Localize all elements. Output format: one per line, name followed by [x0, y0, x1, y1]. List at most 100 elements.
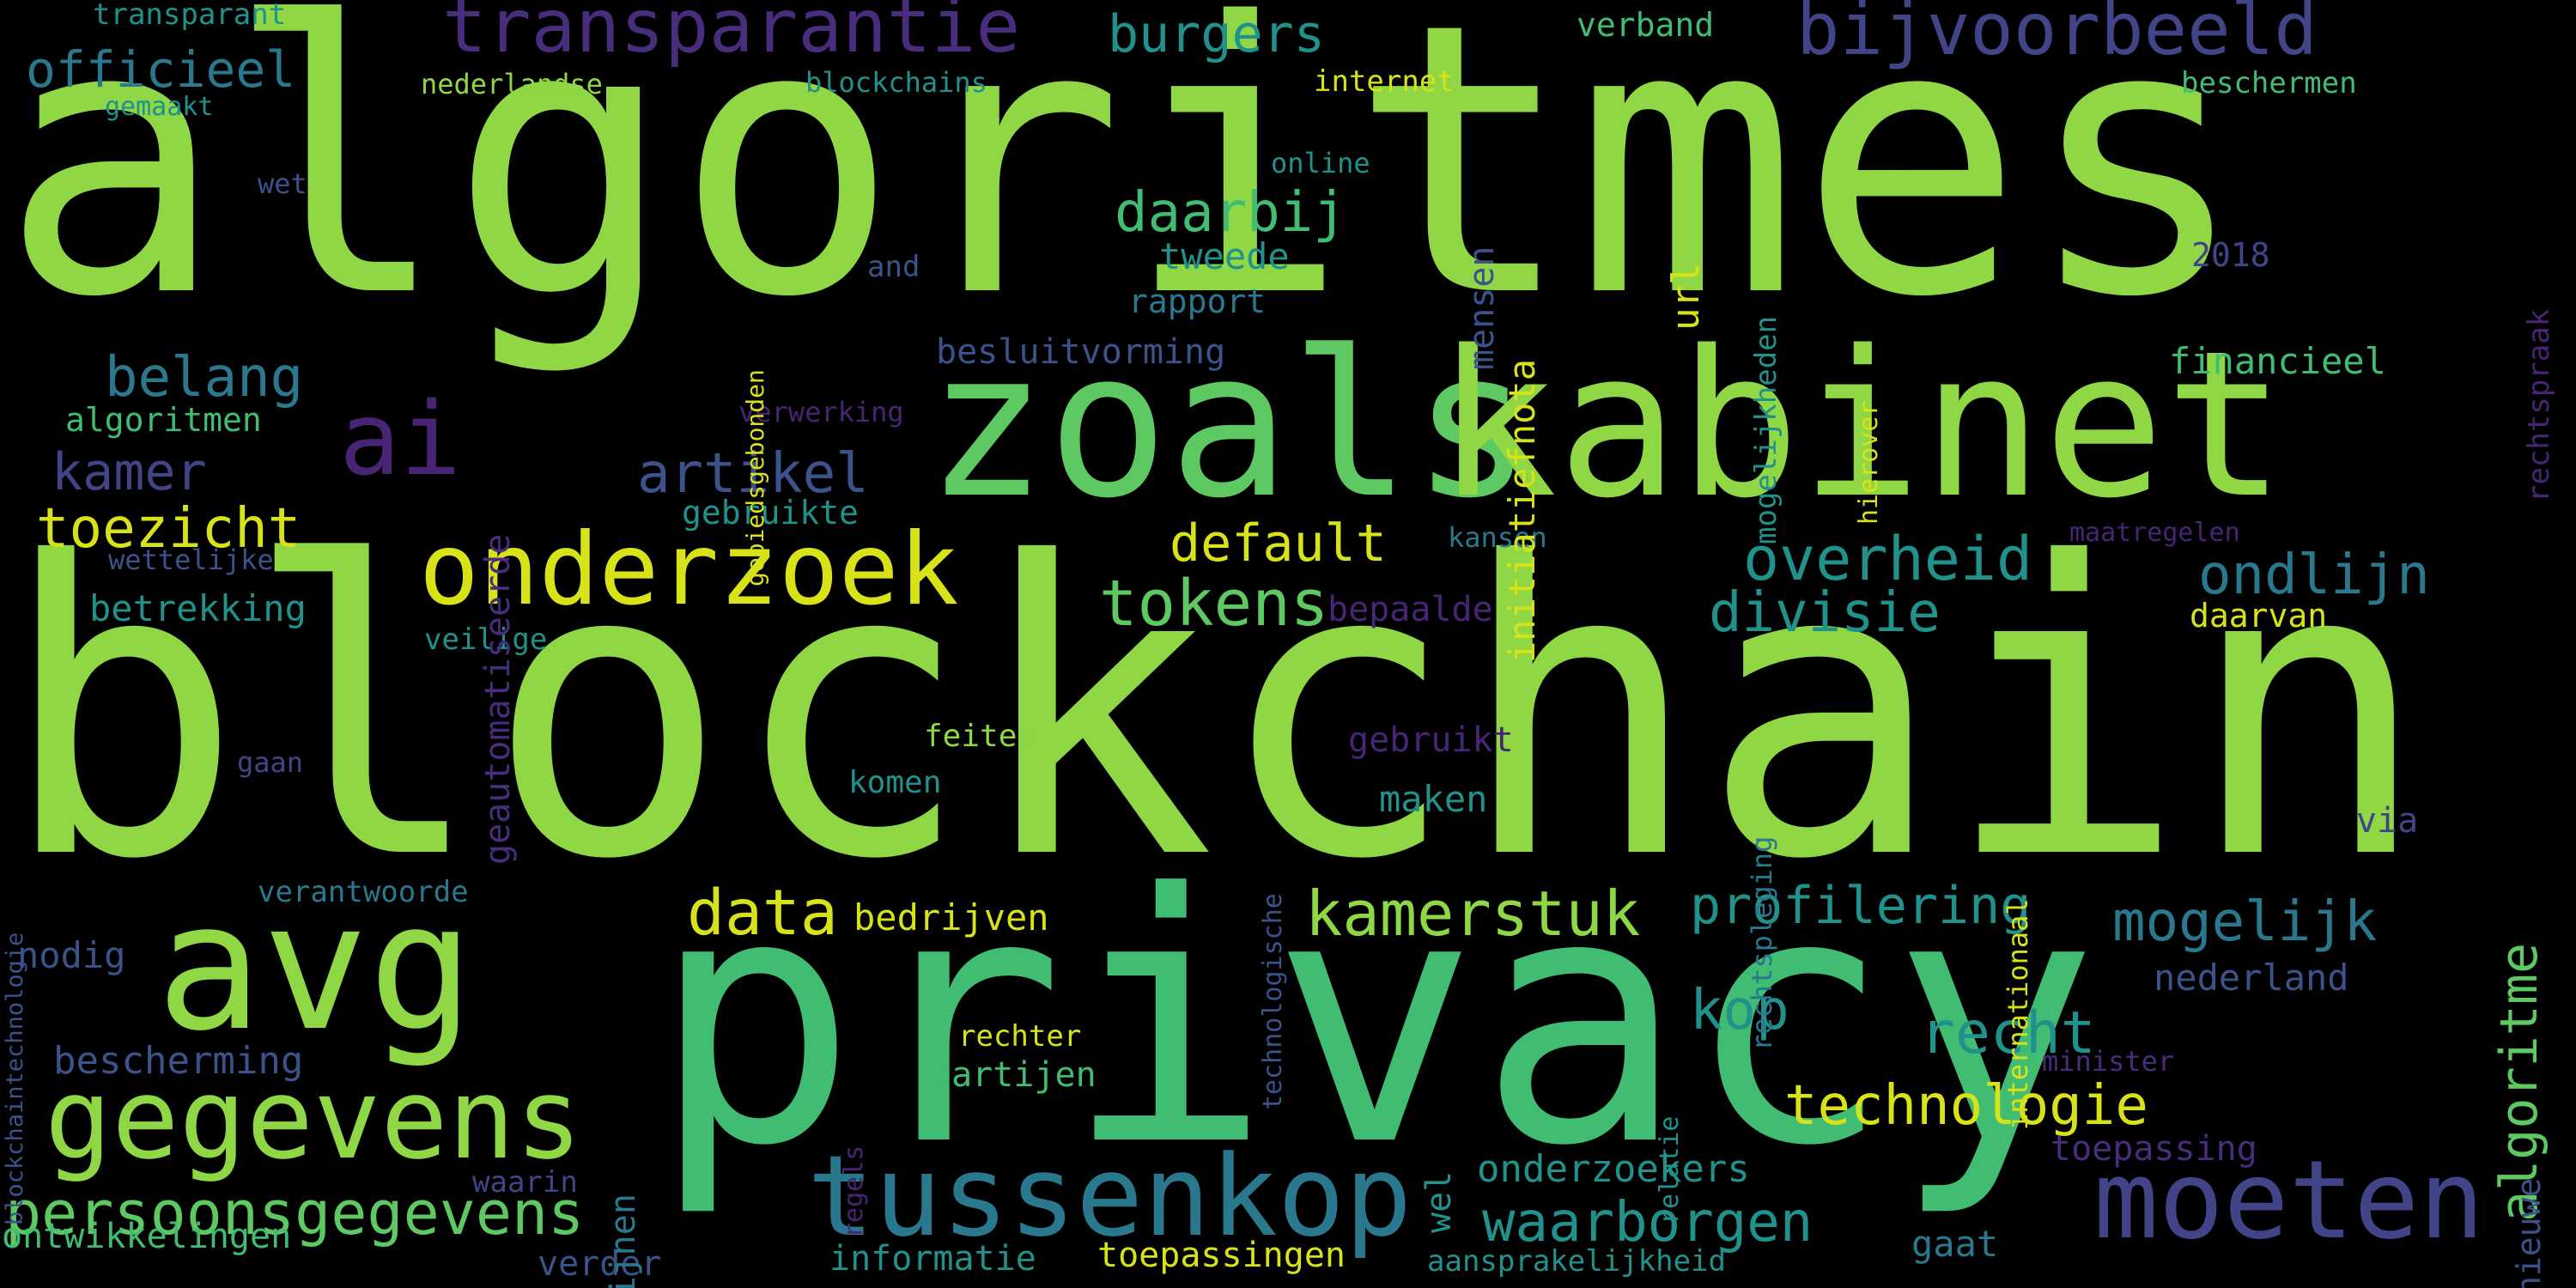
word-initiatiefnota: initiatiefnota — [1501, 358, 1543, 663]
word-beschermen: beschermen — [2181, 66, 2357, 100]
word-minister: minister — [2042, 1045, 2175, 1078]
word-technologie: technologie — [1784, 1074, 2148, 1138]
word-tweede: tweede — [1159, 235, 1290, 277]
word-technologische: technologische — [1258, 893, 1288, 1110]
word-bedrijven: bedrijven — [854, 896, 1049, 939]
word-komen: komen — [848, 765, 942, 800]
word-richtlijnen: richtlijnen — [604, 1194, 643, 1288]
word-onderzoek: onderzoek — [419, 512, 959, 628]
word-rechtspraak: rechtspraak — [2522, 308, 2556, 502]
word-gegevens: gegevens — [45, 1054, 583, 1184]
word-gebruikte: gebruikte — [682, 494, 859, 532]
word-verantwoorde: verantwoorde — [258, 875, 469, 909]
word-algoritmes: algoritmes — [0, 0, 2249, 379]
word-url: url — [1664, 262, 1708, 331]
word-mogelijk: mogelijk — [2112, 890, 2378, 954]
word-financieel: financieel — [2169, 340, 2386, 382]
word-verband: verband — [1577, 6, 1715, 44]
word-ai: ai — [339, 380, 462, 498]
word-ontwikkelingen: ontwikkelingen — [2, 1217, 292, 1256]
word-transparant: transparant — [93, 0, 287, 32]
word-mogelijkheden: mogelijkheden — [1749, 315, 1783, 544]
word-geautomatiseerde: geautomatiseerde — [478, 533, 518, 865]
word-kabinet: kabinet — [1436, 308, 2287, 543]
word-via: via — [2356, 801, 2419, 841]
word-gebruikt: gebruikt — [1348, 720, 1514, 760]
word-persoonsgegevens: persoonsgegevens — [5, 1178, 585, 1249]
word-nodig: nodig — [17, 934, 126, 976]
word-blockchaintechnologie: blockchaintechnologie — [2, 932, 28, 1225]
word-onderzoekers: onderzoekers — [1477, 1147, 1750, 1191]
word-blockchains: blockchains — [805, 66, 987, 99]
word-divisie: divisie — [1709, 581, 1941, 645]
word-toepassing: toepassing — [2050, 1129, 2257, 1169]
word-wel: wel — [1419, 1170, 1459, 1233]
word-gaan: gaan — [237, 746, 304, 779]
word-privacy: privacy — [651, 822, 2099, 1221]
word-internet: internet — [1314, 64, 1455, 99]
word-ondlijn: ondlijn — [2198, 544, 2430, 607]
word-relatie: relatie — [1655, 1115, 1685, 1224]
word-default: default — [1170, 513, 1387, 574]
word-veilige: veilige — [424, 623, 548, 657]
word-maatregelen: maatregelen — [2069, 518, 2240, 548]
word-kop: kop — [1690, 979, 1789, 1042]
word-verder: verder — [538, 1244, 662, 1284]
word-gaat: gaat — [1911, 1223, 1999, 1265]
word-recht: recht — [1920, 999, 2096, 1067]
word-besluitvorming: besluitvorming — [936, 332, 1226, 372]
word-feiten: feiten — [924, 719, 1036, 754]
word-rechter: rechter — [958, 1019, 1082, 1054]
word-waarin: waarin — [472, 1165, 578, 1200]
word-kamerstuk: kamerstuk — [1305, 878, 1641, 950]
word-burgers: burgers — [1108, 4, 1325, 64]
word-overheid: overheid — [1743, 524, 2033, 594]
word-online: online — [1271, 147, 1370, 179]
word-kansen: kansen — [1448, 521, 1547, 554]
word-rechtspleging: rechtspleging — [1746, 835, 1778, 1051]
word-avg: avg — [156, 866, 475, 1070]
word-verwerking: verwerking — [738, 396, 904, 428]
word-daarbij: daarbij — [1115, 181, 1346, 245]
word-gemaakt: gemaakt — [105, 92, 214, 122]
word-kamer: kamer — [52, 442, 207, 502]
word-internationaal: internationaal — [2002, 898, 2034, 1130]
word-waarborgen: waarborgen — [1482, 1191, 1814, 1255]
word-bescherming: bescherming — [53, 1039, 304, 1083]
word-transparantie: transparantie — [442, 0, 1021, 70]
word-gebiedsgebonden: gebiedsgebonden — [741, 369, 769, 586]
word-and: and — [867, 250, 920, 284]
word-hierover: hierover — [1854, 400, 1884, 526]
word-profilering: profilering — [1690, 876, 2032, 936]
word-mensen: mensen — [1462, 246, 1502, 371]
word-aansprakelijkheid: aansprakelijkheid — [1427, 1244, 1726, 1279]
word-regels: regels — [839, 1145, 869, 1238]
word-nederlandse: nederlandse — [421, 68, 603, 100]
word-officieel: officieel — [26, 40, 296, 99]
word-algoritmen: algoritmen — [65, 401, 262, 439]
word-wet: wet — [258, 167, 307, 200]
word-2018: 2018 — [2191, 236, 2270, 274]
word-toezicht: toezicht — [36, 497, 301, 561]
word-bepaalde: bepaalde — [1327, 590, 1493, 629]
word-nieuwe: nieuwe — [2510, 1177, 2548, 1288]
word-blockchain: blockchain — [0, 477, 2430, 947]
word-wettelijke: wettelijke — [108, 544, 274, 576]
word-moeten: moeten — [2093, 1137, 2485, 1263]
word-zoals: zoals — [926, 308, 1534, 543]
word-tussenkop: tussenkop — [807, 1131, 1413, 1261]
word-toepassingen: toepassingen — [1097, 1236, 1346, 1275]
word-daarvan: daarvan — [2190, 597, 2328, 635]
word-nederland: nederland — [2154, 957, 2349, 999]
word-bijvoorbeeld: bijvoorbeeld — [1796, 0, 2318, 71]
word-artikel: artikel — [637, 442, 869, 506]
word-informatie: informatie — [829, 1239, 1036, 1279]
word-rapport: rapport — [1128, 283, 1267, 320]
word-tokens: tokens — [1099, 567, 1329, 641]
word-partijen: partijen — [931, 1055, 1097, 1095]
word-data: data — [687, 877, 838, 950]
word-belang: belang — [105, 346, 304, 410]
word-maken: maken — [1379, 778, 1488, 820]
word-betrekking: betrekking — [89, 587, 307, 629]
